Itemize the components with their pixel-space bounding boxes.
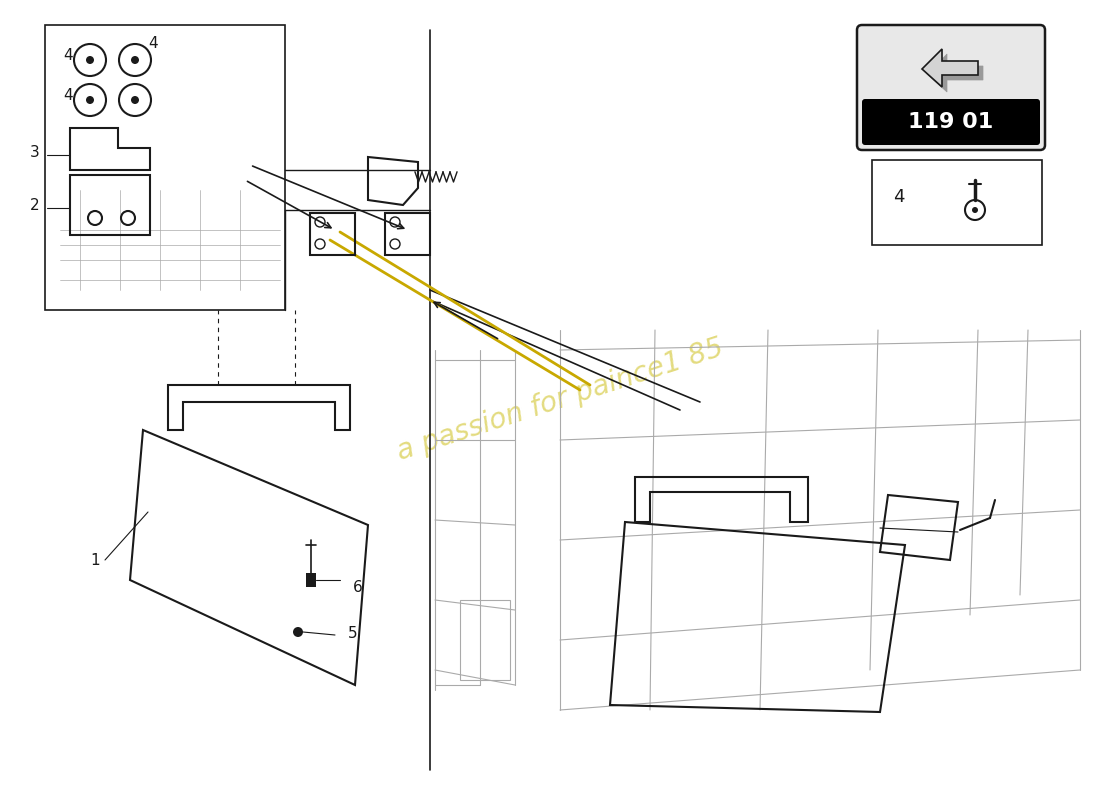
- FancyBboxPatch shape: [862, 99, 1040, 145]
- Text: 3: 3: [30, 145, 40, 160]
- Circle shape: [131, 96, 139, 104]
- Circle shape: [972, 207, 978, 213]
- Text: 119 01: 119 01: [909, 112, 993, 132]
- Text: 4: 4: [63, 48, 73, 63]
- Polygon shape: [927, 54, 983, 92]
- Circle shape: [86, 56, 94, 64]
- Text: 2: 2: [30, 198, 40, 213]
- Text: 6: 6: [353, 580, 363, 595]
- Text: 4: 4: [893, 188, 904, 206]
- Text: 4: 4: [63, 88, 73, 103]
- Text: a passion for paince1 85: a passion for paince1 85: [393, 334, 727, 466]
- Text: 4: 4: [148, 36, 157, 51]
- Circle shape: [293, 627, 303, 637]
- Text: 5: 5: [348, 626, 358, 641]
- Polygon shape: [922, 49, 978, 87]
- Bar: [306, 573, 316, 587]
- Text: 1: 1: [90, 553, 100, 568]
- FancyBboxPatch shape: [857, 25, 1045, 150]
- Circle shape: [86, 96, 94, 104]
- Circle shape: [131, 56, 139, 64]
